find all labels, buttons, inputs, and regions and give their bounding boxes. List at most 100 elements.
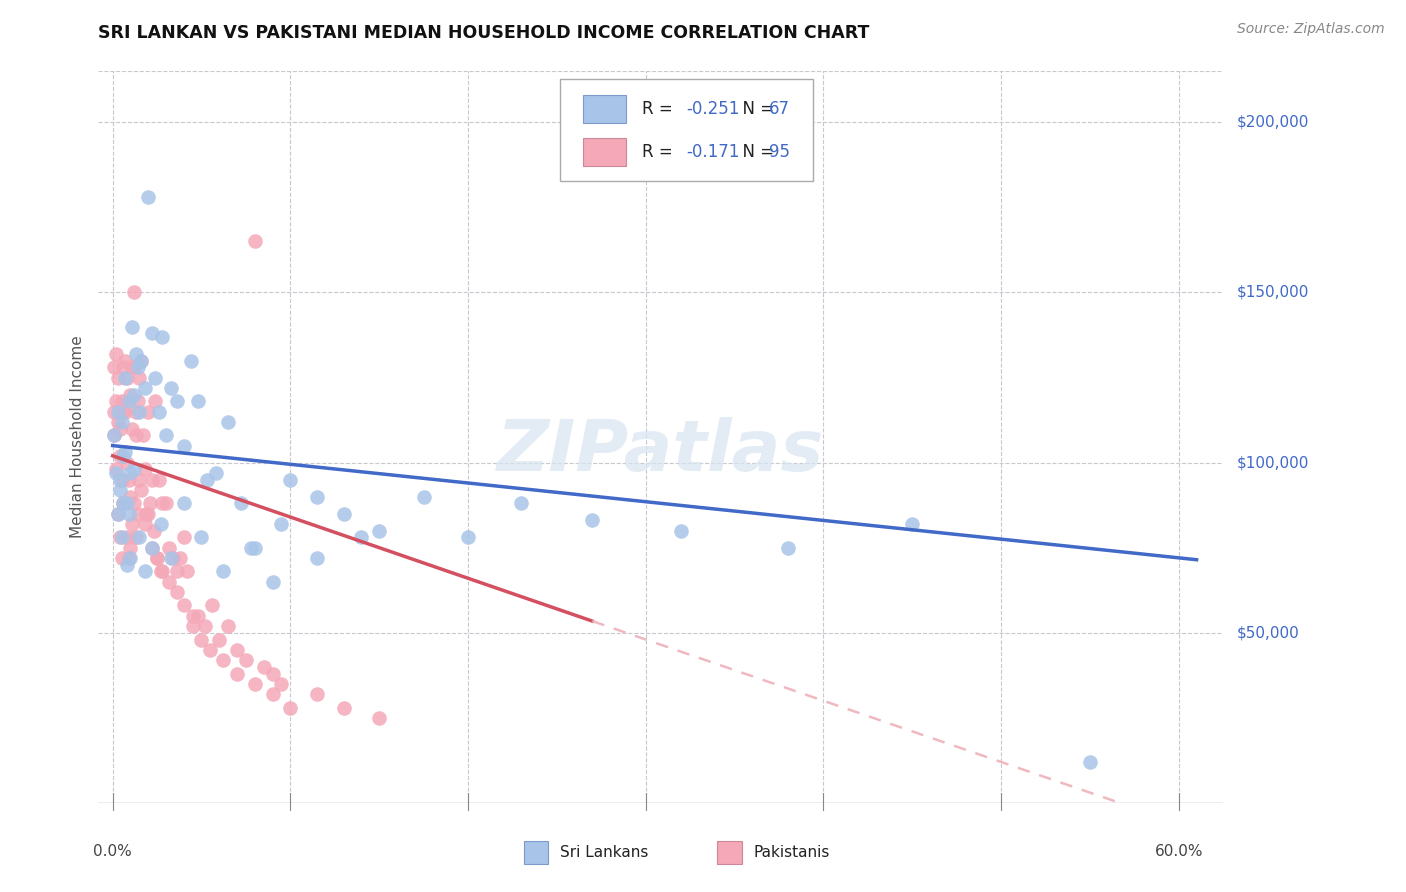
Point xyxy=(150,565,173,579)
Point xyxy=(110,531,132,545)
Point xyxy=(129,353,152,368)
Point xyxy=(117,394,139,409)
Point xyxy=(112,449,135,463)
Point xyxy=(278,473,301,487)
Point xyxy=(305,490,328,504)
Point xyxy=(134,565,156,579)
Point xyxy=(173,496,195,510)
Point xyxy=(142,524,165,538)
Point xyxy=(125,531,148,545)
Point xyxy=(117,550,139,565)
Text: SRI LANKAN VS PAKISTANI MEDIAN HOUSEHOLD INCOME CORRELATION CHART: SRI LANKAN VS PAKISTANI MEDIAN HOUSEHOLD… xyxy=(98,24,870,42)
Point xyxy=(103,428,125,442)
Point xyxy=(115,531,138,545)
Point xyxy=(166,585,188,599)
Point xyxy=(211,653,233,667)
Point xyxy=(305,687,328,701)
Point xyxy=(180,353,202,368)
Point xyxy=(115,456,138,470)
Point xyxy=(135,507,157,521)
Point xyxy=(103,360,125,375)
Point xyxy=(128,473,150,487)
FancyBboxPatch shape xyxy=(523,841,548,864)
Point xyxy=(671,524,693,538)
Point xyxy=(350,531,373,545)
Text: -0.171: -0.171 xyxy=(686,143,740,161)
Text: Sri Lankans: Sri Lankans xyxy=(560,845,648,860)
Point xyxy=(229,496,252,510)
Text: R =: R = xyxy=(641,143,678,161)
Point xyxy=(110,550,132,565)
Point xyxy=(114,445,136,459)
Point xyxy=(510,496,533,510)
Point xyxy=(211,565,233,579)
Text: $100,000: $100,000 xyxy=(1237,455,1309,470)
Point xyxy=(114,496,136,510)
Point xyxy=(125,347,148,361)
Point xyxy=(146,550,169,565)
Point xyxy=(173,439,195,453)
FancyBboxPatch shape xyxy=(583,95,626,123)
Point xyxy=(305,550,328,565)
Point xyxy=(105,466,128,480)
Text: 0.0%: 0.0% xyxy=(93,844,132,859)
Point xyxy=(107,404,129,418)
Point xyxy=(166,394,188,409)
Point xyxy=(226,642,249,657)
Point xyxy=(243,677,266,691)
Point xyxy=(243,235,266,249)
FancyBboxPatch shape xyxy=(717,841,742,864)
Point xyxy=(226,666,249,681)
Point xyxy=(332,507,354,521)
Point xyxy=(112,404,135,418)
Point xyxy=(160,381,183,395)
Point xyxy=(108,473,131,487)
Point xyxy=(129,353,152,368)
Point xyxy=(150,329,173,343)
Point xyxy=(368,711,391,725)
Point xyxy=(148,404,170,418)
Point xyxy=(181,608,204,623)
Point xyxy=(136,507,159,521)
Point xyxy=(162,550,184,565)
Point xyxy=(581,513,603,527)
Point xyxy=(108,449,131,463)
Point xyxy=(107,507,129,521)
Point xyxy=(134,516,156,531)
Point xyxy=(120,490,142,504)
Point xyxy=(243,541,266,555)
Point xyxy=(132,428,155,442)
Point xyxy=(368,524,391,538)
Point xyxy=(110,473,132,487)
Point xyxy=(134,462,156,476)
Point xyxy=(187,394,209,409)
Point xyxy=(122,462,145,476)
Point xyxy=(127,360,149,375)
Point xyxy=(112,360,135,375)
Text: Source: ZipAtlas.com: Source: ZipAtlas.com xyxy=(1237,22,1385,37)
Point xyxy=(128,531,150,545)
Text: ZIPatlas: ZIPatlas xyxy=(498,417,824,486)
Point xyxy=(143,370,166,384)
Point xyxy=(120,550,142,565)
Point xyxy=(114,353,136,368)
Point xyxy=(105,462,128,476)
Point xyxy=(120,466,142,480)
Point xyxy=(103,404,125,418)
Point xyxy=(148,473,170,487)
Text: $150,000: $150,000 xyxy=(1237,285,1309,300)
Point xyxy=(201,599,224,613)
Point xyxy=(262,687,284,701)
FancyBboxPatch shape xyxy=(560,78,813,181)
Point xyxy=(149,565,172,579)
Point xyxy=(141,541,163,555)
Point xyxy=(141,326,163,341)
Point xyxy=(457,531,479,545)
Point xyxy=(901,516,924,531)
Point xyxy=(149,516,172,531)
Point xyxy=(235,653,257,667)
Text: $50,000: $50,000 xyxy=(1237,625,1301,640)
Point xyxy=(270,516,292,531)
Point xyxy=(150,496,173,510)
Point xyxy=(122,285,145,300)
